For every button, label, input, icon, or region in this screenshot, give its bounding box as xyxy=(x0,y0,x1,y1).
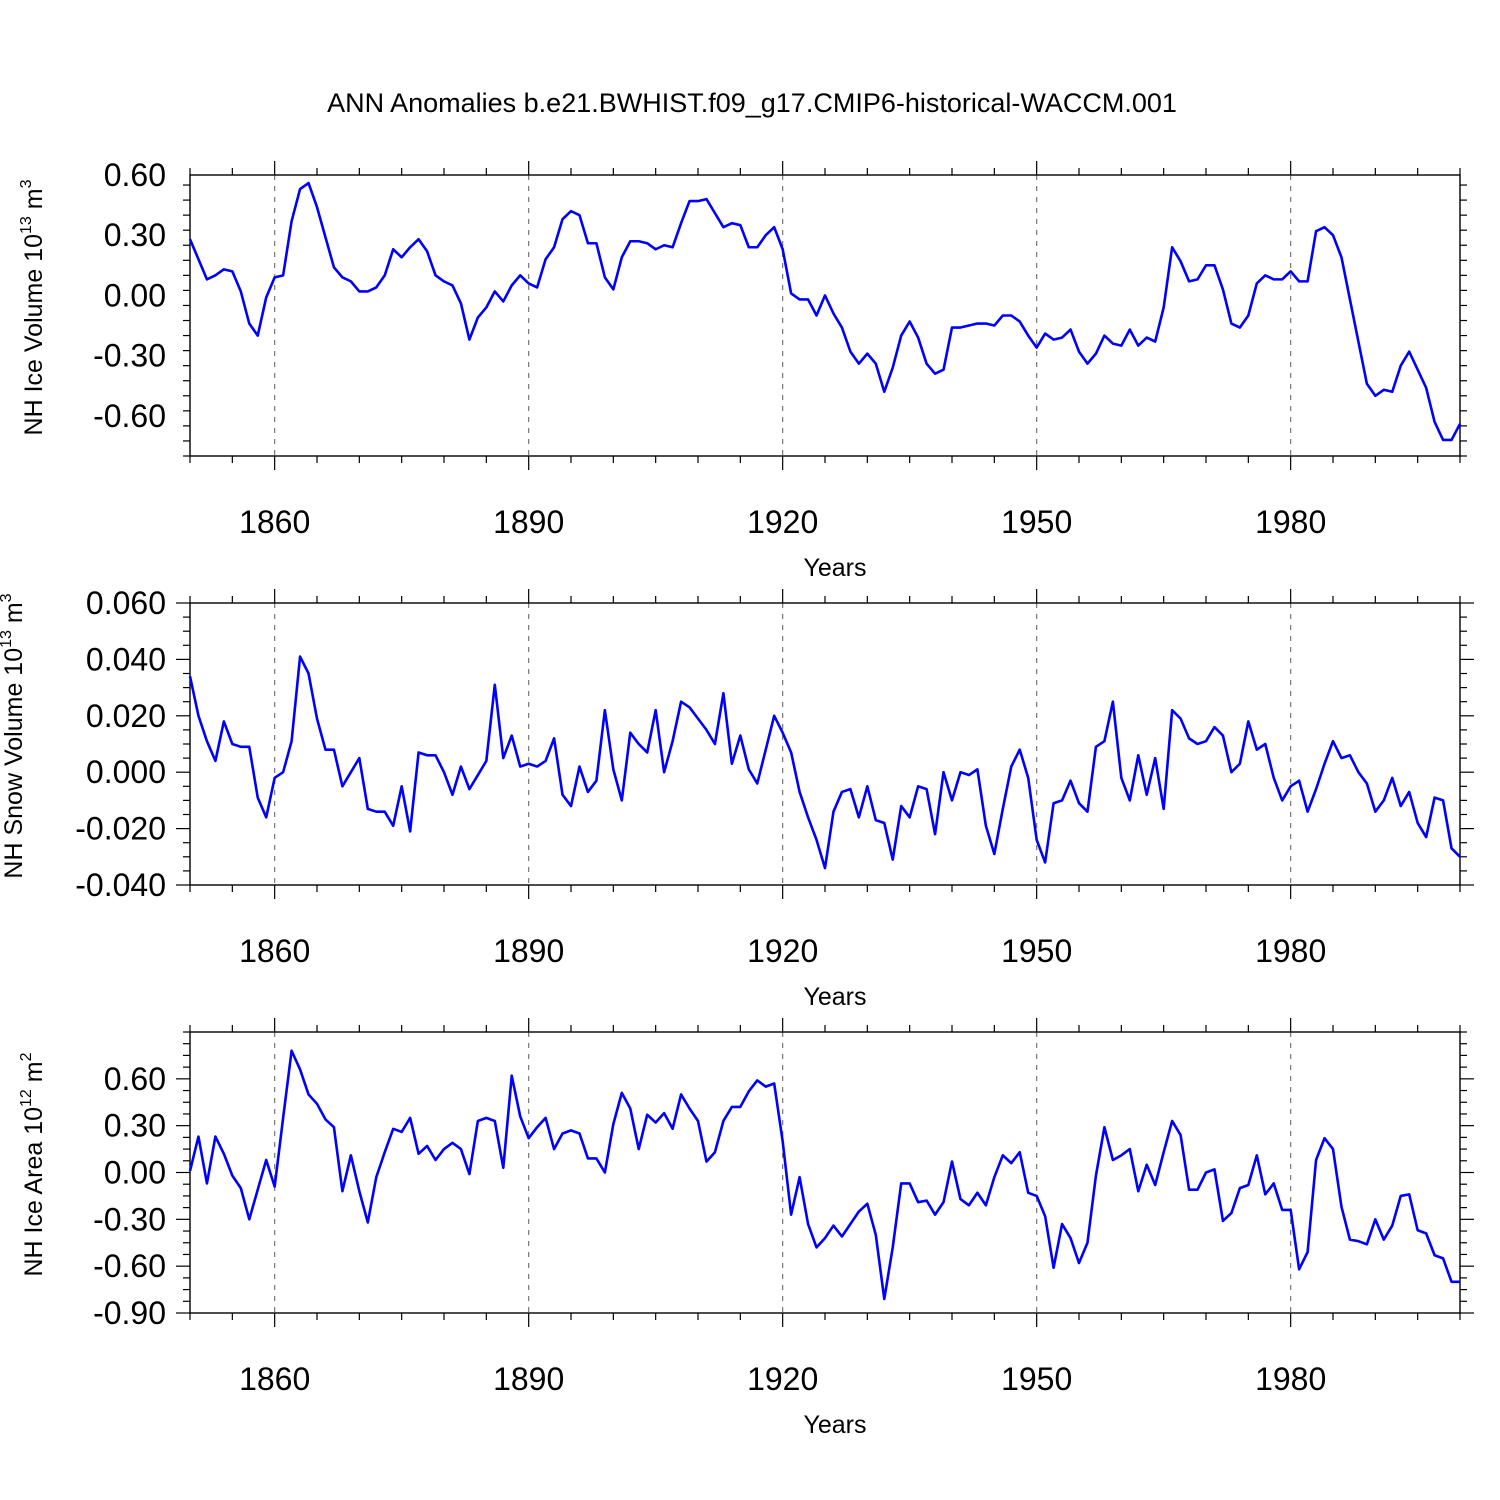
series-line-ice-area xyxy=(188,1049,1460,1301)
xtick-label: 1920 xyxy=(747,1361,818,1397)
ytick-label: -0.60 xyxy=(93,398,166,434)
xtick-label: 1980 xyxy=(1255,1361,1326,1397)
xtick-label: 1950 xyxy=(1001,1361,1072,1397)
plot-frame xyxy=(189,1031,1461,1314)
xtick-label: 1890 xyxy=(493,504,564,540)
y-axis-label: NH Ice Area 1012 m2 xyxy=(18,1052,48,1276)
ytick-label: 0.020 xyxy=(86,698,166,734)
xtick-label: 1860 xyxy=(239,933,310,969)
xtick-label: 1950 xyxy=(1001,933,1072,969)
series-line-snow-volume xyxy=(188,655,1461,870)
ytick-label: -0.020 xyxy=(75,811,166,847)
ytick-label: 0.30 xyxy=(104,217,166,253)
ytick-label: 0.040 xyxy=(86,641,166,677)
xtick-label: 1890 xyxy=(493,1361,564,1397)
panel-ice-volume: 0.60 0.30 0.00 -0.30 -0.60 1860 1890 1920 1950 19… xyxy=(18,157,1467,582)
xtick-label: 1860 xyxy=(239,1361,310,1397)
x-axis-label: Years xyxy=(803,1411,866,1439)
ytick-label: -0.60 xyxy=(93,1248,166,1284)
xtick-label: 1950 xyxy=(1001,504,1072,540)
panel-snow-volume: 0.060 0.040 0.020 0.000 -0.020 -0.040 1860 1890… xyxy=(0,585,1474,1011)
ytick-label: 0.60 xyxy=(104,157,166,193)
ytick-label: 0.00 xyxy=(104,277,166,313)
y-axis-label: NH Ice Volume 1013 m3 xyxy=(18,179,48,435)
ytick-label: -0.90 xyxy=(93,1295,166,1331)
ytick-label: 0.060 xyxy=(86,585,166,621)
plot-frame xyxy=(189,174,1461,457)
x-axis-label: Years xyxy=(803,554,866,582)
xtick-label: 1980 xyxy=(1255,504,1326,540)
ytick-label: 0.000 xyxy=(86,754,166,790)
ytick-label: 0.00 xyxy=(104,1155,166,1191)
ytick-label: -0.040 xyxy=(75,867,166,903)
ytick-label: -0.30 xyxy=(93,1201,166,1237)
chart-title: ANN Anomalies b.e21.BWHIST.f09_g17.CMIP6… xyxy=(327,88,1177,118)
panel-ice-area: 0.60 0.30 0.00 -0.30 -0.60 -0.90 1860 1890 1920 1… xyxy=(18,1018,1474,1439)
xtick-label: 1980 xyxy=(1255,933,1326,969)
xtick-label: 1890 xyxy=(493,933,564,969)
ytick-label: 0.60 xyxy=(104,1061,166,1097)
xtick-label: 1860 xyxy=(239,504,310,540)
y-axis-label: NH Snow Volume 1013 m3 xyxy=(0,593,28,878)
xtick-label: 1920 xyxy=(747,933,818,969)
ytick-label: 0.30 xyxy=(104,1108,166,1144)
plot-frame xyxy=(189,602,1461,886)
ytick-label: -0.30 xyxy=(93,338,166,374)
series-line-ice-volume xyxy=(188,181,1462,442)
x-axis-label: Years xyxy=(803,983,866,1011)
xtick-label: 1920 xyxy=(747,504,818,540)
